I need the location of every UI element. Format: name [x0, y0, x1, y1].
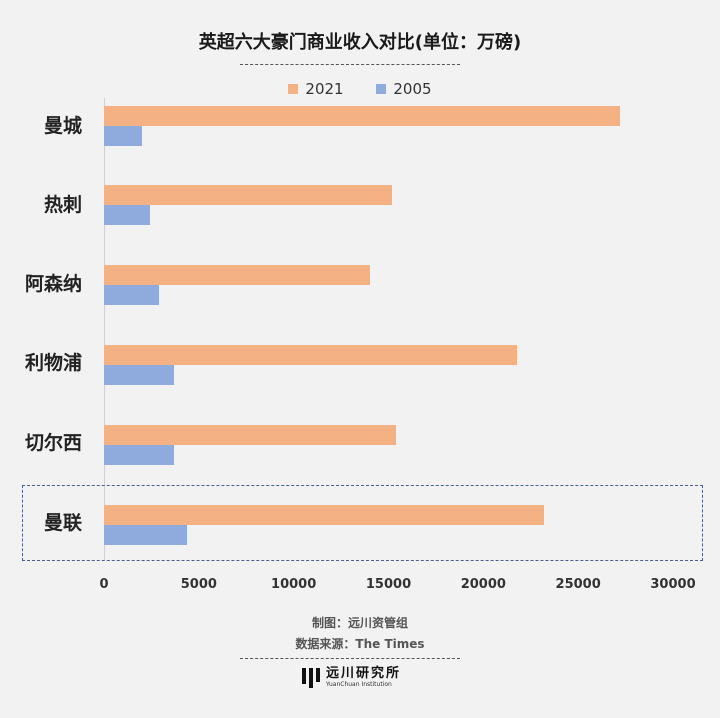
bar-2005-5	[104, 525, 188, 545]
category-label: 利物浦	[24, 352, 82, 374]
x-tick-label: 10000	[271, 577, 317, 592]
bar-2021-3	[104, 345, 518, 365]
x-tick-label: 5000	[180, 577, 217, 592]
legend-label-2021: 2021	[305, 80, 344, 98]
legend-item-2005: 2005	[376, 80, 432, 98]
brand-name: 远川研究所	[326, 666, 402, 681]
category-label: 热刺	[43, 194, 82, 216]
brand-logo: 远川研究所 YuanChuan Institution	[302, 667, 401, 688]
brand-name-en: YuanChuan Institution	[326, 681, 392, 688]
credit-text: 制图：远川资管组	[311, 616, 408, 630]
chart-title: 英超六大豪门商业收入对比(单位：万磅)	[198, 32, 522, 53]
x-tick-label: 30000	[650, 577, 696, 592]
y-axis-line	[104, 98, 105, 560]
bar-2005-3	[104, 365, 175, 385]
x-tick-label: 25000	[555, 577, 601, 592]
x-tick-label: 0	[99, 577, 109, 592]
bar-2005-4	[104, 445, 175, 465]
legend-label-2005: 2005	[393, 80, 432, 98]
category-label: 切尔西	[24, 432, 82, 454]
bar-2021-0	[104, 106, 620, 126]
bar-2005-0	[104, 126, 142, 146]
legend-swatch-2021	[288, 84, 299, 94]
source-text: 数据来源：The Times	[295, 637, 425, 651]
legend-swatch-2005	[376, 84, 387, 94]
legend-item-2021: 2021	[288, 80, 344, 98]
x-tick-label: 20000	[460, 577, 506, 592]
bar-2021-2	[104, 265, 370, 285]
x-tick-label: 15000	[365, 577, 412, 592]
footer-divider	[240, 658, 460, 659]
bar-2005-2	[104, 285, 159, 305]
category-label: 曼联	[43, 512, 82, 534]
category-label: 阿森纳	[24, 273, 82, 295]
highlight-box	[22, 485, 703, 561]
bar-2005-1	[104, 205, 150, 225]
category-label: 曼城	[43, 115, 82, 137]
bar-2021-1	[104, 185, 393, 205]
title-divider	[240, 64, 460, 65]
bar-2021-5	[104, 505, 545, 525]
bar-2021-4	[104, 425, 397, 445]
legend: 2021 2005	[0, 80, 720, 98]
brand-bars-icon	[302, 667, 320, 688]
